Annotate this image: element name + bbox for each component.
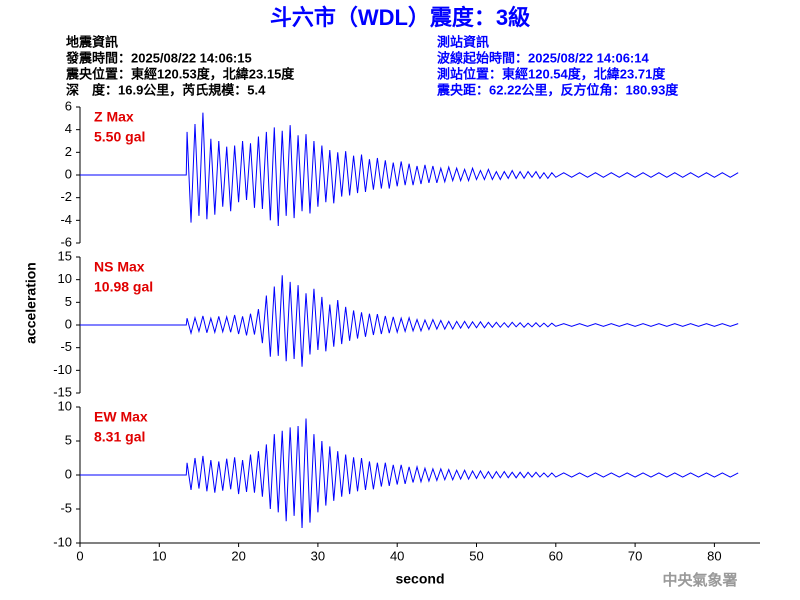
x-axis-label: second [395,571,444,587]
waveform [80,418,739,529]
max-annotation: EW Max [94,409,148,425]
header-left-line: 地震資訊 [66,34,118,49]
x-tick-label: 70 [628,548,642,563]
x-tick-label: 80 [707,548,721,563]
x-tick-label: 50 [469,548,483,563]
y-tick-label: 6 [65,98,72,113]
x-tick-label: 10 [152,548,166,563]
x-tick-label: 20 [231,548,245,563]
x-tick-label: 30 [311,548,325,563]
header-right-line: 波線起始時間：2025/08/22 14:06:14 [437,50,649,65]
header-right-line: 測站位置：東經120.54度，北緯23.71度 [437,66,666,81]
y-tick-label: -4 [60,212,72,227]
max-annotation: Z Max [94,109,134,125]
max-annotation: NS Max [94,259,145,275]
waveform [80,112,739,227]
x-tick-label: 60 [549,548,563,563]
y-tick-label: 10 [58,271,72,286]
max-annotation: 10.98 gal [94,279,153,295]
y-tick-label: -10 [53,534,72,549]
x-tick-label: 0 [76,548,83,563]
header-left-line: 震央位置：東經120.53度，北緯23.15度 [65,66,295,81]
footer: 中央氣象署 [662,571,737,589]
y-tick-label: -2 [60,189,72,204]
header-right-line: 震央距：62.22公里，反方位角：180.93度 [436,82,679,97]
y-tick-label: -6 [60,234,72,249]
y-tick-label: -5 [60,500,72,515]
max-annotation: 5.50 gal [94,129,145,145]
header-right-line: 測站資訊 [437,34,489,49]
y-tick-label: 10 [58,398,72,413]
y-tick-label: 0 [65,316,72,331]
header-left-line: 發震時間：2025/08/22 14:06:15 [65,50,252,65]
y-tick-label: 0 [65,466,72,481]
y-tick-label: 5 [65,432,72,447]
waveform [80,275,739,367]
y-tick-label: 15 [58,248,72,263]
y-tick-label: 2 [65,144,72,159]
y-tick-label: -5 [60,339,72,354]
y-tick-label: -10 [53,362,72,377]
y-tick-label: 4 [65,121,72,136]
header-left-line: 深 度：16.9公里，芮氏規模：5.4 [66,82,266,97]
y-axis-label: acceleration [23,262,39,344]
y-tick-label: -15 [53,384,72,399]
y-tick-label: 0 [65,166,72,181]
y-tick-label: 5 [65,294,72,309]
max-annotation: 8.31 gal [94,429,145,445]
title: 斗六市（WDL）震度：3級 [270,5,530,30]
x-tick-label: 40 [390,548,404,563]
